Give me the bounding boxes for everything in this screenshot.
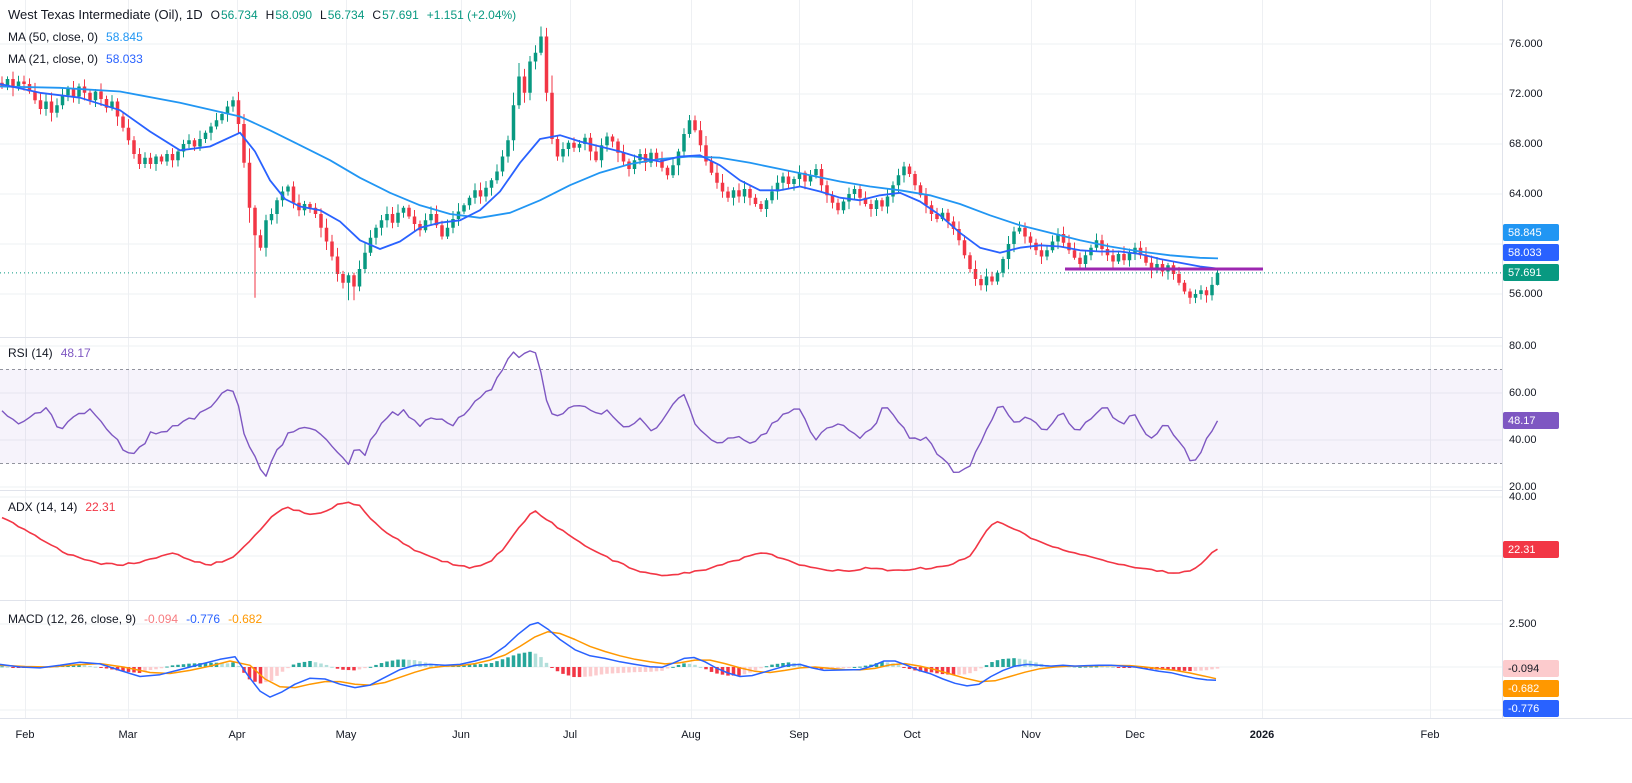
rsi-value: 48.17 <box>60 346 91 360</box>
time-label-Mar: Mar <box>118 729 138 741</box>
rsi-tick-20.00: 20.00 <box>1509 481 1537 493</box>
ma21-legend[interactable]: MA (21, close, 0) 58.033 <box>8 48 516 70</box>
time-label-Sep: Sep <box>789 729 809 741</box>
ohlc-low: L 56.734 <box>320 8 365 22</box>
time-label-Oct: Oct <box>903 729 921 741</box>
adx-label: ADX (14, 14) <box>8 500 78 514</box>
time-label-Jun: Jun <box>452 729 470 741</box>
rsi-tick-40.00: 40.00 <box>1509 434 1537 446</box>
rsi-legend[interactable]: RSI (14) 48.17 <box>8 342 91 364</box>
macd-hist-value: -0.094 <box>144 612 179 626</box>
macd-badge--0.094: -0.094 <box>1503 660 1559 678</box>
time-label-Nov: Nov <box>1021 729 1041 741</box>
rsi-label: RSI (14) <box>8 346 53 360</box>
rsi-tick-60.00: 60.00 <box>1509 387 1537 399</box>
time-label-Jul: Jul <box>562 729 578 741</box>
price-axis[interactable]: 76.000 72.000 68.000 64.000 56.000 80.00 60.00… <box>1502 0 1632 718</box>
main-legend: West Texas Intermediate (Oil), 1D O 56.73… <box>8 4 516 70</box>
price-badge-58.845: 58.845 <box>1503 224 1559 242</box>
ma50-legend[interactable]: MA (50, close, 0) 58.845 <box>8 26 516 48</box>
macd-badge--0.682: -0.682 <box>1503 680 1559 698</box>
change-value: +1.151 (+2.04%) <box>426 8 517 22</box>
price-tick-56.000: 56.000 <box>1509 288 1543 300</box>
symbol-title[interactable]: West Texas Intermediate (Oil), 1D <box>8 7 203 22</box>
price-badge-57.691: 57.691 <box>1503 264 1559 282</box>
price-badge-58.033: 58.033 <box>1503 244 1559 262</box>
time-label-Feb: Feb <box>1420 729 1440 741</box>
ohlc-high: H 58.090 <box>265 8 313 22</box>
time-label-Apr: Apr <box>228 729 246 741</box>
ma21-label: MA (21, close, 0) <box>8 52 99 66</box>
adx-badge: 22.31 <box>1503 540 1559 558</box>
macd-legend[interactable]: MACD (12, 26, close, 9) -0.094 -0.776 -0… <box>8 608 262 630</box>
price-tick-76.000: 76.000 <box>1509 38 1543 50</box>
adx-tick-40.00: 40.00 <box>1509 491 1537 503</box>
macd-signal-value: -0.682 <box>228 612 263 626</box>
time-label-Dec: Dec <box>1125 729 1145 741</box>
adx-legend[interactable]: ADX (14, 14) 22.31 <box>8 496 115 518</box>
time-label-May: May <box>335 729 357 741</box>
symbol-row: West Texas Intermediate (Oil), 1D O 56.73… <box>8 4 516 26</box>
ohlc-open: O 56.734 <box>210 8 258 22</box>
ohlc-close: C 57.691 <box>372 8 419 22</box>
rsi-badge: 48.17 <box>1503 412 1559 430</box>
ma50-label: MA (50, close, 0) <box>8 30 99 44</box>
macd-tick-2.500: 2.500 <box>1509 618 1537 630</box>
ma21-value: 58.033 <box>106 52 143 66</box>
macd-line-value: -0.776 <box>186 612 221 626</box>
adx-value: 22.31 <box>85 500 116 514</box>
macd-badge--0.776: -0.776 <box>1503 700 1559 718</box>
price-tick-64.000: 64.000 <box>1509 188 1543 200</box>
time-label-2026: 2026 <box>1249 729 1275 741</box>
price-tick-68.000: 68.000 <box>1509 138 1543 150</box>
ma50-value: 58.845 <box>106 30 143 44</box>
time-axis[interactable]: Feb Mar Apr May Jun Jul Aug Sep Oct Nov Dec 2026 Feb <box>0 718 1632 783</box>
macd-label: MACD (12, 26, close, 9) <box>8 612 137 626</box>
time-label-Aug: Aug <box>681 729 701 741</box>
rsi-tick-80.00: 80.00 <box>1509 340 1537 352</box>
price-tick-72.000: 72.000 <box>1509 88 1543 100</box>
time-label-Feb: Feb <box>15 729 35 741</box>
